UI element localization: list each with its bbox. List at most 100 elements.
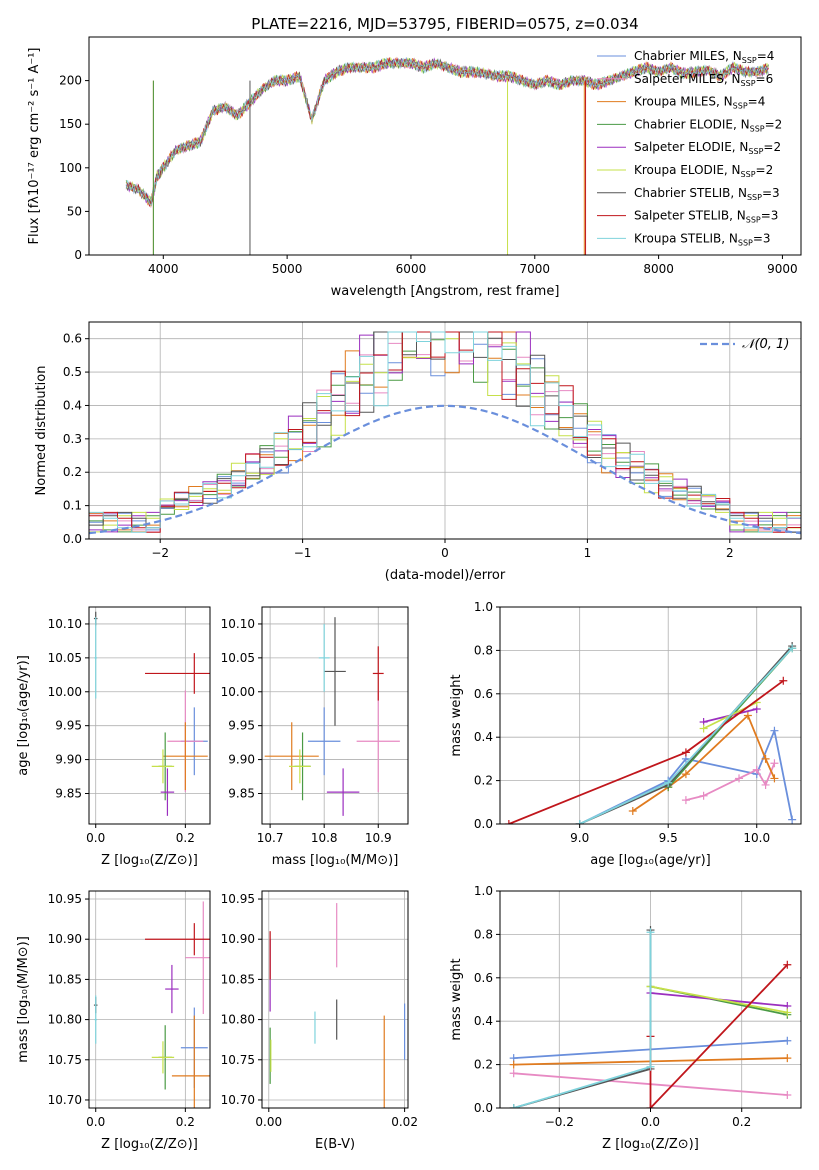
legend-label-subscript: SSP <box>733 102 748 111</box>
y-tick-label: 10.90 <box>221 932 255 946</box>
weight-point-marker <box>783 1054 792 1063</box>
weight-series-line <box>649 964 788 1108</box>
weight-point-marker <box>761 780 770 789</box>
y-tick-label: 10.95 <box>221 892 255 906</box>
x-tick-label: 0.2 <box>176 1115 195 1129</box>
x-axis-label: mass [log₁₀(M/M⊙)] <box>272 853 399 868</box>
legend-label-subscript: SSP <box>747 193 762 202</box>
y-tick-label: 1.0 <box>474 600 493 614</box>
x-tick-label: 9000 <box>767 262 798 276</box>
y-tick-label: 10.00 <box>221 685 255 699</box>
x-tick-label: 0.0 <box>86 831 105 845</box>
weight-point-marker <box>646 1104 655 1108</box>
legend-label-tail: =4 <box>757 49 775 63</box>
legend-label-subscript: SSP <box>748 147 763 156</box>
mass-vs-ebv-axes-frame <box>261 890 409 1109</box>
residuals-panel: 𝒩(0, 1) <box>85 321 802 543</box>
weight-point-marker <box>628 806 637 815</box>
legend-label-text: Chabrier ELODIE, N <box>634 117 750 131</box>
legend-label: Chabrier STELIB, NSSP=3 <box>634 186 780 202</box>
y-tick-label: 10.70 <box>221 1093 255 1107</box>
weight-point-marker <box>743 711 752 720</box>
x-tick-label: 10.0 <box>743 831 770 845</box>
weight-point-marker <box>509 1069 518 1078</box>
mass-vs-ebv-plot-area <box>269 903 406 1108</box>
legend-label-subscript: SSP <box>746 216 761 225</box>
x-tick-label: 0.0 <box>641 1115 660 1129</box>
residuals-plot-area <box>89 331 801 535</box>
y-tick-label: 10.80 <box>48 1013 82 1027</box>
weight-vs-Z-panel <box>496 890 802 1112</box>
y-tick-label: 0.6 <box>474 971 493 985</box>
x-tick-label: 4000 <box>148 262 179 276</box>
x-tick-label: 8000 <box>643 262 674 276</box>
weight-series-line <box>650 985 788 1014</box>
weight-point-marker <box>509 1104 518 1108</box>
y-tick-label: 200 <box>59 74 82 88</box>
weight-point-marker <box>783 1090 792 1099</box>
legend-label: Kroupa ELODIE, NSSP=2 <box>634 163 773 179</box>
legend-label-subscript: SSP <box>742 56 757 65</box>
weight-point-marker <box>752 765 761 774</box>
x-tick-label: −0.2 <box>545 1115 574 1129</box>
y-tick-label: 9.85 <box>228 786 255 800</box>
x-tick-label: 6000 <box>396 262 427 276</box>
weight-point-marker <box>575 820 584 824</box>
weight-point-marker <box>699 791 708 800</box>
x-tick-label: 10.7 <box>257 831 284 845</box>
legend-label: Salpeter MILES, NSSP=6 <box>634 72 773 88</box>
x-tick-label: 0.2 <box>732 1115 751 1129</box>
weight-point-marker <box>664 778 673 787</box>
weight-series-line <box>579 727 793 824</box>
y-tick-label: 10.75 <box>48 1053 82 1067</box>
x-axis-label: Z [log₁₀(Z/Z⊙)] <box>101 1137 198 1152</box>
y-tick-label: 10.75 <box>221 1053 255 1067</box>
y-tick-label: 0.4 <box>474 1014 493 1028</box>
y-tick-label: 10.05 <box>48 651 82 665</box>
y-axis-label: Flux [fλ10⁻¹⁷ erg cm⁻² s⁻¹ A⁻¹] <box>27 48 42 245</box>
x-tick-label: 10.9 <box>365 831 392 845</box>
legend-label-tail: =2 <box>756 163 774 177</box>
weight-point-marker <box>761 754 770 763</box>
y-tick-label: 10.90 <box>48 932 82 946</box>
y-tick-label: 0.0 <box>63 532 82 546</box>
age-vs-Z-axes-frame <box>88 606 211 825</box>
y-tick-label: 50 <box>67 204 82 218</box>
y-tick-label: 10.70 <box>48 1093 82 1107</box>
legend-label-text: Salpeter ELODIE, N <box>634 140 748 154</box>
y-tick-label: 0.4 <box>63 398 82 412</box>
x-tick-label: 1 <box>584 546 592 560</box>
y-tick-label: 0.2 <box>474 774 493 788</box>
legend-label-tail: =2 <box>765 117 783 131</box>
weight-vs-age-plot-area <box>504 642 797 824</box>
legend-label-subscript: SSP <box>750 124 765 133</box>
y-tick-label: 100 <box>59 161 82 175</box>
y-tick-label: 10.00 <box>48 685 82 699</box>
legend-label-tail: =3 <box>761 209 779 223</box>
x-tick-label: 0.0 <box>86 1115 105 1129</box>
legend-label-text: Salpeter MILES, N <box>634 72 741 86</box>
residual-histogram-step <box>89 331 801 533</box>
x-axis-label: Z [log₁₀(Z/Z⊙)] <box>602 1137 699 1152</box>
y-axis-label: mass weight <box>449 958 464 1040</box>
y-tick-label: 0 <box>74 248 82 262</box>
age-vs-mass-plot-area <box>264 617 400 816</box>
age-vs-mass-axes-frame <box>261 606 409 825</box>
legend-label-text: Kroupa ELODIE, N <box>634 163 741 177</box>
weight-point-marker <box>770 774 779 783</box>
gaussian-curve <box>89 404 801 535</box>
x-tick-label: 0.00 <box>255 1115 282 1129</box>
weight-series-line <box>685 762 776 801</box>
y-tick-label: 9.90 <box>228 753 255 767</box>
x-tick-label: 9.0 <box>570 831 589 845</box>
mass-vs-ebv-panel <box>258 890 409 1112</box>
weight-vs-Z-plot-area <box>509 926 792 1108</box>
y-tick-label: 0.8 <box>474 927 493 941</box>
weight-series-line <box>513 930 652 1108</box>
weight-point-marker <box>681 770 690 779</box>
legend-label-text: Chabrier MILES, N <box>634 49 742 63</box>
weight-point-marker <box>699 724 708 733</box>
age-vs-Z-plot-area <box>93 611 210 816</box>
mass-vs-Z-axes-frame <box>88 890 211 1109</box>
